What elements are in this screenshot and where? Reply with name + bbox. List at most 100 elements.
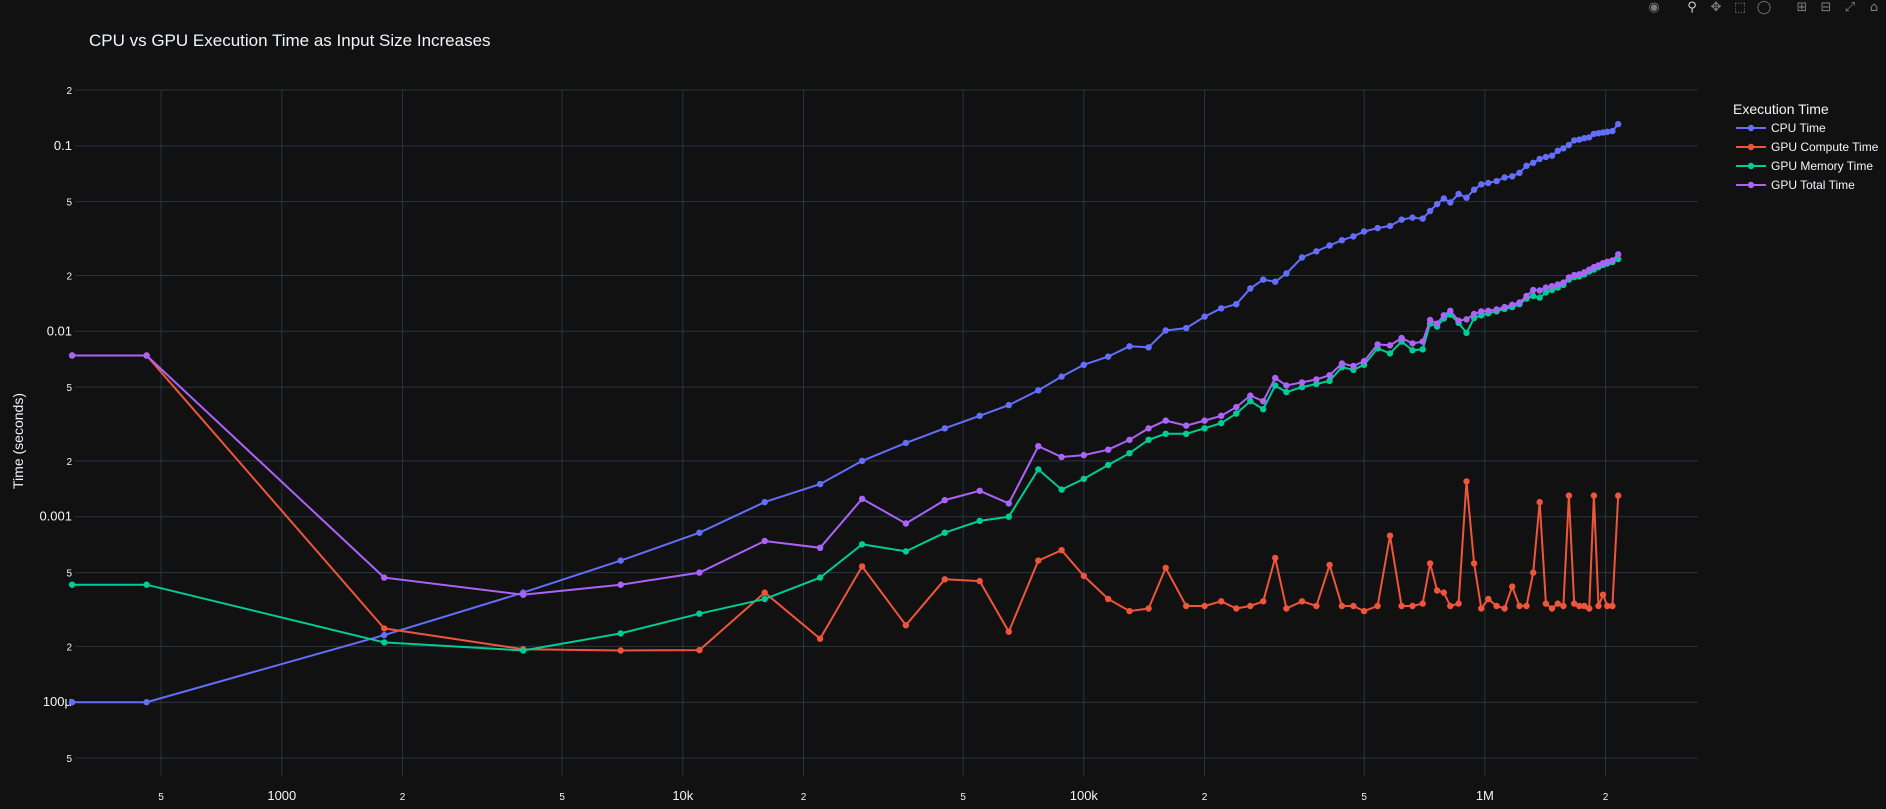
data-point[interactable] (1485, 179, 1492, 187)
data-point[interactable] (902, 622, 910, 629)
data-point[interactable] (1604, 602, 1611, 610)
data-point[interactable] (1516, 299, 1523, 306)
data-point[interactable] (68, 581, 76, 588)
data-point[interactable] (761, 589, 768, 596)
data-point[interactable] (1586, 605, 1593, 612)
data-point[interactable] (976, 412, 983, 419)
data-point[interactable] (1058, 453, 1065, 461)
data-point[interactable] (1183, 422, 1190, 429)
data-point[interactable] (1058, 547, 1065, 554)
data-point[interactable] (1542, 600, 1550, 607)
reset-axes-icon[interactable]: ⌂ (1869, 0, 1879, 15)
data-point[interactable] (1247, 398, 1254, 405)
data-point[interactable] (1433, 200, 1441, 208)
data-point[interactable] (1542, 153, 1550, 161)
data-point[interactable] (858, 495, 866, 502)
data-point[interactable] (1604, 128, 1611, 135)
data-point[interactable] (1298, 598, 1306, 605)
data-point[interactable] (1604, 258, 1611, 265)
data-point[interactable] (1080, 572, 1088, 580)
data-point[interactable] (381, 574, 388, 581)
data-point[interactable] (1433, 320, 1441, 327)
data-point[interactable] (1350, 602, 1357, 610)
data-point[interactable] (1581, 135, 1588, 142)
data-point[interactable] (1536, 294, 1543, 301)
data-point[interactable] (1283, 270, 1290, 277)
data-point[interactable] (1058, 373, 1065, 380)
data-point[interactable] (1145, 344, 1152, 351)
data-point[interactable] (1374, 224, 1381, 232)
data-point[interactable] (1283, 605, 1290, 612)
data-point[interactable] (1565, 492, 1573, 499)
data-point[interactable] (1523, 602, 1530, 610)
data-point[interactable] (68, 699, 76, 706)
data-point[interactable] (1576, 136, 1583, 143)
data-point[interactable] (1326, 561, 1333, 569)
data-point[interactable] (1233, 403, 1240, 411)
data-point[interactable] (1145, 425, 1152, 432)
data-point[interactable] (1005, 513, 1012, 520)
data-point[interactable] (1523, 292, 1530, 300)
data-point[interactable] (1548, 605, 1556, 612)
data-point[interactable] (1035, 557, 1042, 564)
data-point[interactable] (1554, 281, 1562, 288)
data-point[interactable] (1374, 602, 1381, 610)
data-point[interactable] (1509, 583, 1516, 590)
data-point[interactable] (976, 577, 983, 585)
data-point[interactable] (1313, 380, 1320, 388)
data-point[interactable] (1360, 607, 1368, 615)
data-point[interactable] (1509, 301, 1516, 308)
data-point[interactable] (1313, 248, 1320, 255)
data-point[interactable] (1586, 266, 1593, 273)
data-point[interactable] (1338, 602, 1346, 610)
data-point[interactable] (1595, 602, 1602, 610)
data-point[interactable] (1536, 498, 1543, 506)
data-point[interactable] (1313, 376, 1320, 383)
data-point[interactable] (1183, 324, 1190, 332)
data-point[interactable] (1440, 195, 1448, 202)
data-point[interactable] (1409, 347, 1416, 354)
data-point[interactable] (1233, 410, 1240, 417)
data-point[interactable] (696, 529, 703, 536)
data-point[interactable] (1145, 436, 1152, 443)
data-point[interactable] (1560, 145, 1567, 152)
data-point[interactable] (1035, 443, 1042, 450)
data-point[interactable] (1426, 316, 1434, 324)
data-point[interactable] (1326, 372, 1333, 379)
data-point[interactable] (1272, 278, 1279, 285)
data-point[interactable] (816, 544, 824, 551)
data-point[interactable] (1419, 600, 1426, 607)
data-point[interactable] (1419, 215, 1426, 222)
data-point[interactable] (1419, 346, 1426, 353)
data-point[interactable] (1247, 285, 1254, 292)
data-point[interactable] (1609, 127, 1616, 135)
data-point[interactable] (1542, 284, 1550, 291)
data-point[interactable] (1440, 589, 1448, 596)
data-point[interactable] (1183, 430, 1190, 437)
data-point[interactable] (381, 639, 388, 646)
data-point[interactable] (761, 537, 768, 545)
data-point[interactable] (1080, 451, 1088, 459)
data-point[interactable] (1272, 554, 1279, 562)
autoscale-icon[interactable]: ⤢ (1844, 0, 1856, 15)
data-point[interactable] (902, 439, 910, 447)
data-point[interactable] (1350, 233, 1357, 240)
data-point[interactable] (520, 647, 527, 654)
data-point[interactable] (1218, 412, 1225, 419)
data-point[interactable] (1398, 216, 1405, 223)
data-point[interactable] (1218, 305, 1225, 312)
data-point[interactable] (1493, 306, 1500, 313)
data-point[interactable] (1105, 446, 1112, 453)
data-point[interactable] (143, 352, 150, 359)
data-point[interactable] (1126, 436, 1133, 443)
data-point[interactable] (1576, 602, 1583, 610)
zoom-icon[interactable]: ⚲ (1687, 0, 1697, 15)
data-point[interactable] (1530, 292, 1537, 300)
data-point[interactable] (1478, 181, 1485, 188)
data-point[interactable] (1426, 207, 1434, 215)
data-point[interactable] (941, 529, 948, 536)
data-point[interactable] (1035, 387, 1042, 394)
data-point[interactable] (696, 569, 703, 576)
data-point[interactable] (1536, 287, 1543, 294)
data-point[interactable] (1283, 382, 1290, 389)
